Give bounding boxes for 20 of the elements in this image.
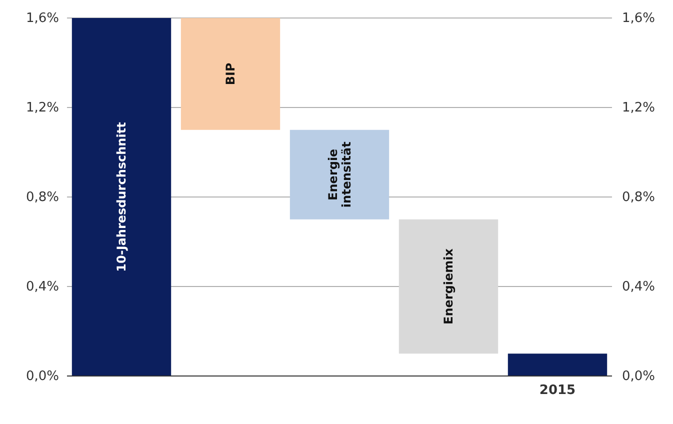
y2-tick-label: 0,0% [622,369,656,384]
y-tick-label: 0,0% [26,369,59,384]
x-tick-label: 10-Jahresdurchschnitt [114,122,129,272]
y2-tick-label: 1,2% [622,100,656,116]
bar [398,219,498,354]
bar [290,130,390,220]
x-tick-label: Energie intensität [326,141,354,208]
y-tick-label: 1,6% [26,11,59,26]
y-tick-label: 0,8% [26,190,59,206]
bar [508,354,608,376]
x-tick-label: Energiemix [442,248,456,324]
y2-tick-label: 0,4% [622,280,656,295]
bar [180,18,280,130]
x-tick-label: 2015 [539,383,576,398]
y2-tick-label: 0,8% [622,190,656,206]
y-tick-label: 1,2% [26,100,59,116]
bar [72,18,172,376]
x-tick-label: BIP [224,62,238,86]
y-tick-label: 0,4% [26,280,59,295]
y2-tick-label: 1,6% [622,11,656,26]
